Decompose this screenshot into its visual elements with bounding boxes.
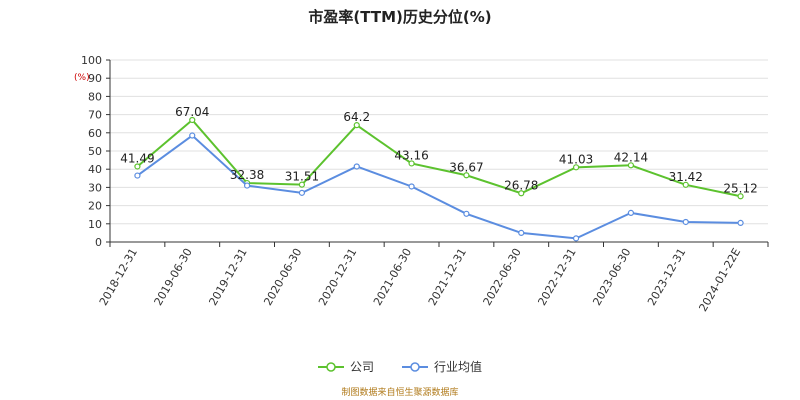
series-0-point [518, 190, 525, 197]
series-1-point [627, 209, 635, 216]
x-tick-label: 2021-06-30 [371, 246, 414, 308]
series-line-1 [136, 134, 741, 240]
legend-industry-marker [402, 361, 428, 372]
series-1-point [298, 189, 306, 196]
data-label: 26.78 [504, 178, 538, 192]
data-label: 64.2 [343, 110, 370, 124]
series-0-point [463, 172, 470, 179]
y-tick-labels: 0 10 20 30 40 50 60 70 80 90 100 [81, 54, 102, 249]
series-1-point [463, 210, 470, 217]
series-1-point [682, 218, 689, 226]
y-tick-label: 40 [88, 163, 102, 176]
x-tick-label: 2018-12-31 [97, 246, 140, 308]
y-tick-label: 10 [88, 218, 102, 231]
y-tick-label: 50 [88, 145, 102, 158]
series-1-point [408, 183, 415, 190]
series-0-point [737, 193, 744, 200]
series-1-point [134, 172, 141, 179]
y-tick-label: 30 [88, 181, 102, 194]
x-tick-label: 2020-06-30 [261, 246, 304, 308]
data-label: 41.03 [559, 152, 593, 166]
series-line-0 [136, 118, 741, 198]
y-tick-label: 80 [88, 90, 102, 103]
data-labels: 41.49 67.04 32.38 31.51 64.2 43.16 36.67 26.78 4… [120, 105, 758, 195]
series-1-point [518, 229, 525, 236]
x-tick-labels: 2018-12-31 2019-06-30 2019-12-31 2020-06-30… [97, 246, 743, 314]
x-tick-label: 2023-12-31 [645, 246, 688, 308]
legend-item-company[interactable]: 公司 [317, 358, 374, 375]
x-tick-label: 2021-12-31 [426, 246, 469, 308]
legend: 公司 行业均值 [0, 358, 800, 375]
y-axis-unit: (%) [74, 73, 90, 83]
series-0-point [408, 160, 415, 167]
x-tick-label: 2020-12-31 [316, 246, 359, 308]
legend-company-label: 公司 [349, 360, 374, 374]
data-label: 42.14 [614, 150, 648, 164]
series-1-point [189, 132, 196, 139]
series-1-point [243, 182, 251, 189]
series-group [134, 116, 744, 242]
series-0-point [627, 162, 635, 169]
y-tick-label: 100 [81, 54, 102, 67]
x-tick-label: 2023-06-30 [590, 246, 633, 308]
y-tick-label: 60 [88, 127, 102, 140]
series-0-point [134, 163, 141, 170]
x-tick-label: 2022-06-30 [481, 246, 524, 308]
series-1-point [572, 235, 580, 242]
series-1-point [737, 219, 744, 226]
data-label: 25.12 [723, 181, 757, 195]
axes [106, 59, 769, 247]
chart-title: 市盈率(TTM)历史分位(%) [308, 8, 492, 26]
data-label: 36.67 [449, 160, 483, 174]
source-note: 制图数据来自恒生聚源数据库 [341, 388, 459, 398]
data-label: 43.16 [394, 148, 428, 162]
x-tick-label: 2024-01-22E [696, 246, 743, 314]
series-0-point [189, 116, 196, 124]
x-tick-label: 2019-12-31 [206, 246, 249, 308]
data-label: 67.04 [175, 105, 209, 119]
series-1-point [353, 163, 360, 170]
data-label: 32.38 [230, 168, 264, 182]
x-tick-label: 2019-06-30 [152, 246, 195, 308]
legend-company-marker [317, 361, 344, 372]
series-0-point [353, 122, 360, 129]
series-0-point [682, 181, 689, 188]
x-tick-label: 2022-12-31 [535, 246, 578, 308]
data-label: 31.42 [669, 170, 703, 184]
series-0-point [572, 164, 580, 171]
legend-industry-label: 行业均值 [434, 360, 483, 374]
y-tick-label: 0 [95, 236, 102, 249]
series-0-point [298, 181, 306, 188]
y-tick-label: 20 [88, 200, 102, 213]
legend-item-industry[interactable]: 行业均值 [402, 358, 482, 375]
data-label: 31.51 [285, 170, 319, 184]
data-label: 41.49 [120, 151, 154, 165]
y-tick-label: 90 [88, 72, 102, 85]
y-tick-label: 70 [88, 109, 102, 122]
